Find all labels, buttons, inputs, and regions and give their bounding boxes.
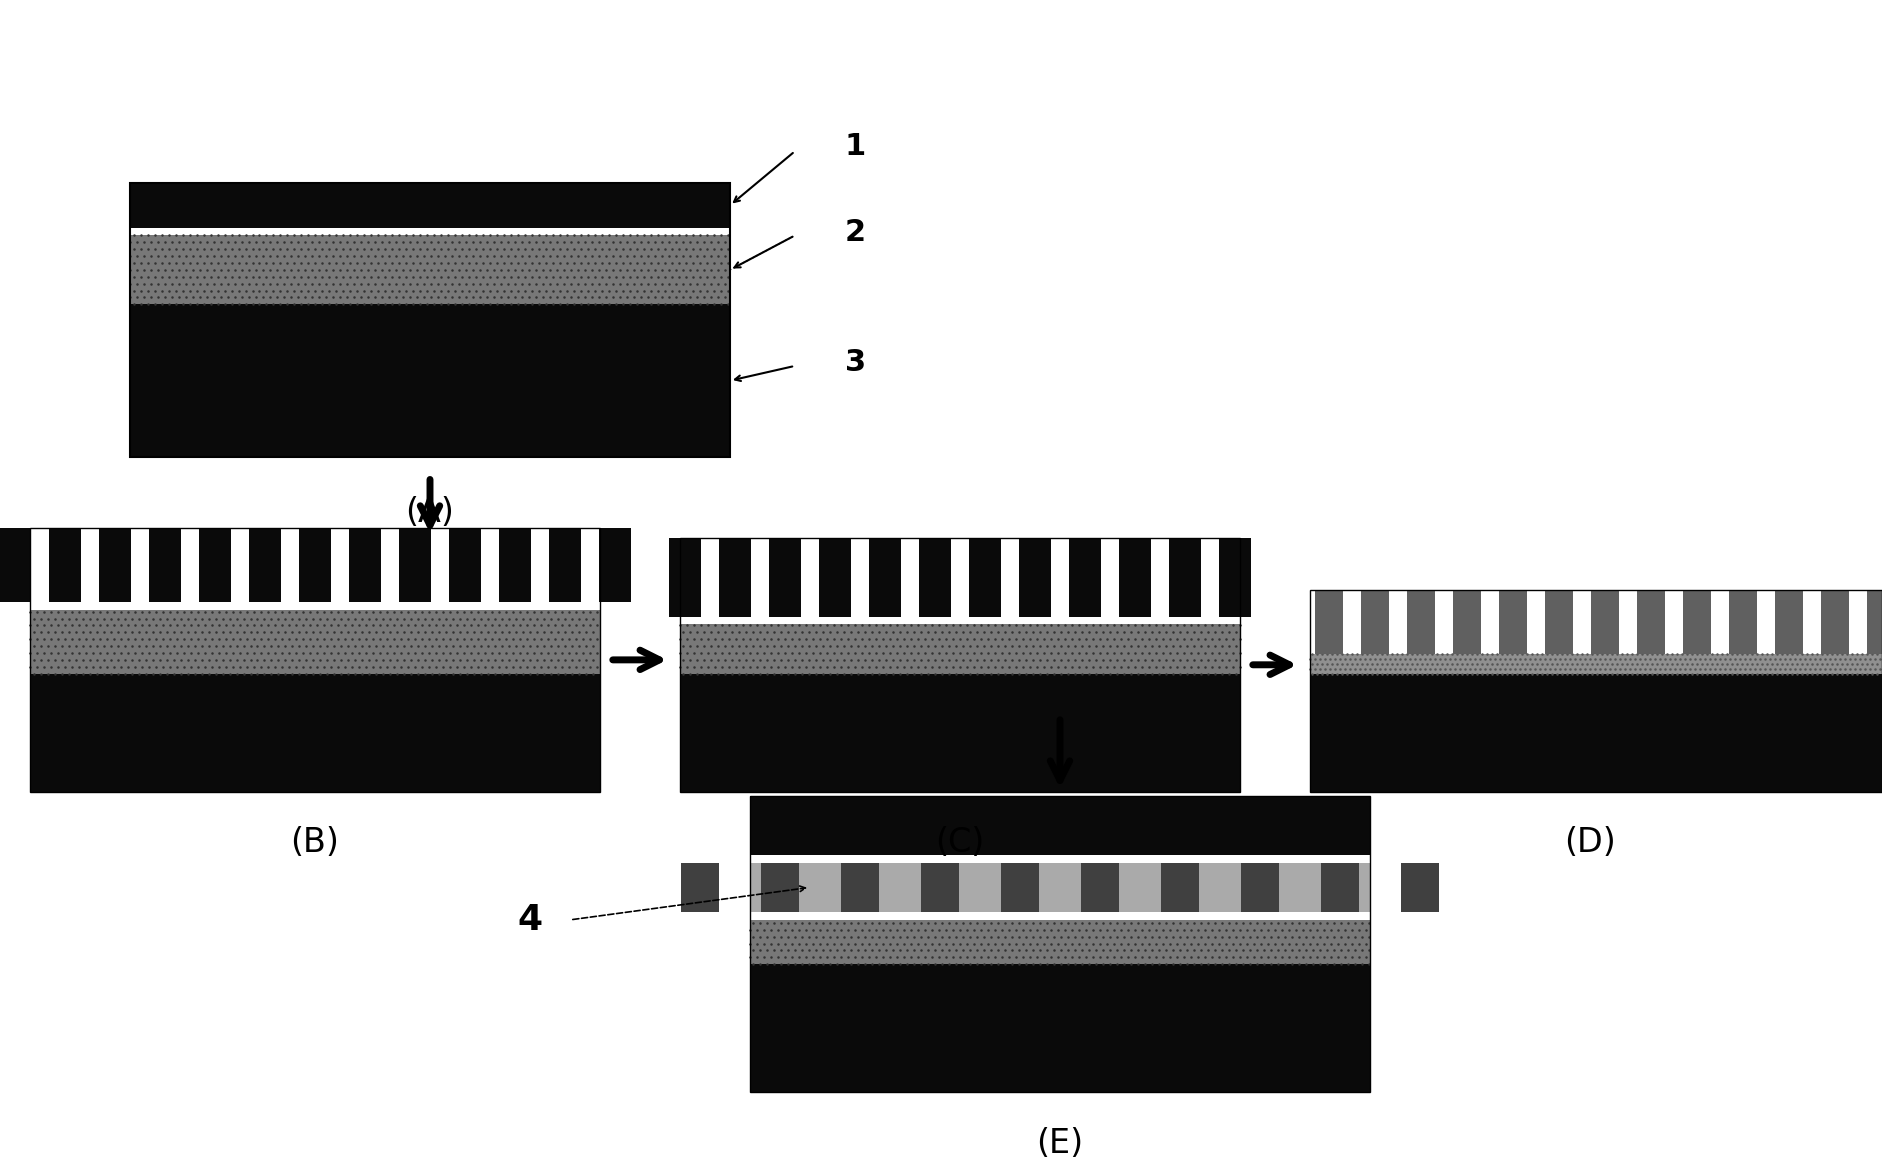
Bar (719, 538, 751, 617)
Bar (348, 528, 380, 602)
Bar (199, 528, 231, 602)
Text: 1: 1 (845, 132, 866, 161)
Bar (130, 183, 730, 227)
Bar (751, 920, 1370, 964)
Bar (751, 796, 1370, 854)
Bar (1453, 590, 1481, 654)
Text: (D): (D) (1564, 826, 1617, 859)
Bar (1590, 590, 1619, 654)
Bar (760, 863, 800, 913)
Text: 3: 3 (845, 348, 866, 377)
Bar (679, 617, 1240, 624)
Bar (1069, 538, 1101, 617)
Bar (751, 796, 1370, 1092)
Bar (679, 624, 1240, 674)
Bar (550, 528, 582, 602)
Bar (1161, 863, 1199, 913)
Bar (0, 528, 30, 602)
Text: (C): (C) (935, 826, 984, 859)
Bar (1775, 590, 1803, 654)
Bar (1400, 863, 1440, 913)
Bar (679, 674, 1240, 792)
Bar (918, 538, 950, 617)
Text: 4: 4 (518, 903, 542, 937)
Bar (100, 528, 132, 602)
Bar (1018, 538, 1050, 617)
Bar (1867, 590, 1882, 654)
Text: 2: 2 (845, 218, 866, 247)
Bar (299, 528, 331, 602)
Bar (49, 528, 81, 602)
Bar (450, 528, 482, 602)
Bar (1310, 654, 1882, 674)
Bar (751, 964, 1370, 1092)
Bar (1683, 590, 1711, 654)
Bar (598, 528, 630, 602)
Bar (751, 854, 1370, 863)
Bar (1310, 590, 1882, 792)
Bar (819, 538, 851, 617)
Bar (1310, 674, 1882, 792)
Bar (679, 538, 1240, 792)
Bar (130, 227, 730, 235)
Bar (149, 528, 181, 602)
Bar (1321, 863, 1359, 913)
Bar (399, 528, 431, 602)
Bar (751, 913, 1370, 920)
Bar (1408, 590, 1434, 654)
Bar (1637, 590, 1666, 654)
Bar (681, 863, 719, 913)
Bar (668, 538, 700, 617)
Bar (1316, 590, 1344, 654)
Bar (1120, 538, 1152, 617)
Bar (1730, 590, 1758, 654)
Bar (920, 863, 960, 913)
Bar (1240, 863, 1280, 913)
Bar (499, 528, 531, 602)
Bar (130, 235, 730, 304)
Bar (30, 610, 600, 674)
Bar (130, 183, 730, 457)
Bar (130, 304, 730, 457)
Bar (30, 674, 600, 792)
Bar (969, 538, 1001, 617)
Text: (B): (B) (290, 826, 339, 859)
Bar (1220, 538, 1252, 617)
Bar (1822, 590, 1848, 654)
Bar (1001, 863, 1039, 913)
Bar (30, 528, 600, 792)
Bar (770, 538, 802, 617)
Bar (248, 528, 280, 602)
Bar (1361, 590, 1389, 654)
Bar (751, 863, 1370, 913)
Bar (1545, 590, 1573, 654)
Bar (30, 602, 600, 610)
Bar (869, 538, 901, 617)
Bar (1169, 538, 1201, 617)
Bar (1498, 590, 1526, 654)
Text: (E): (E) (1037, 1127, 1084, 1159)
Text: (A): (A) (405, 496, 454, 530)
Bar (1080, 863, 1120, 913)
Bar (841, 863, 879, 913)
